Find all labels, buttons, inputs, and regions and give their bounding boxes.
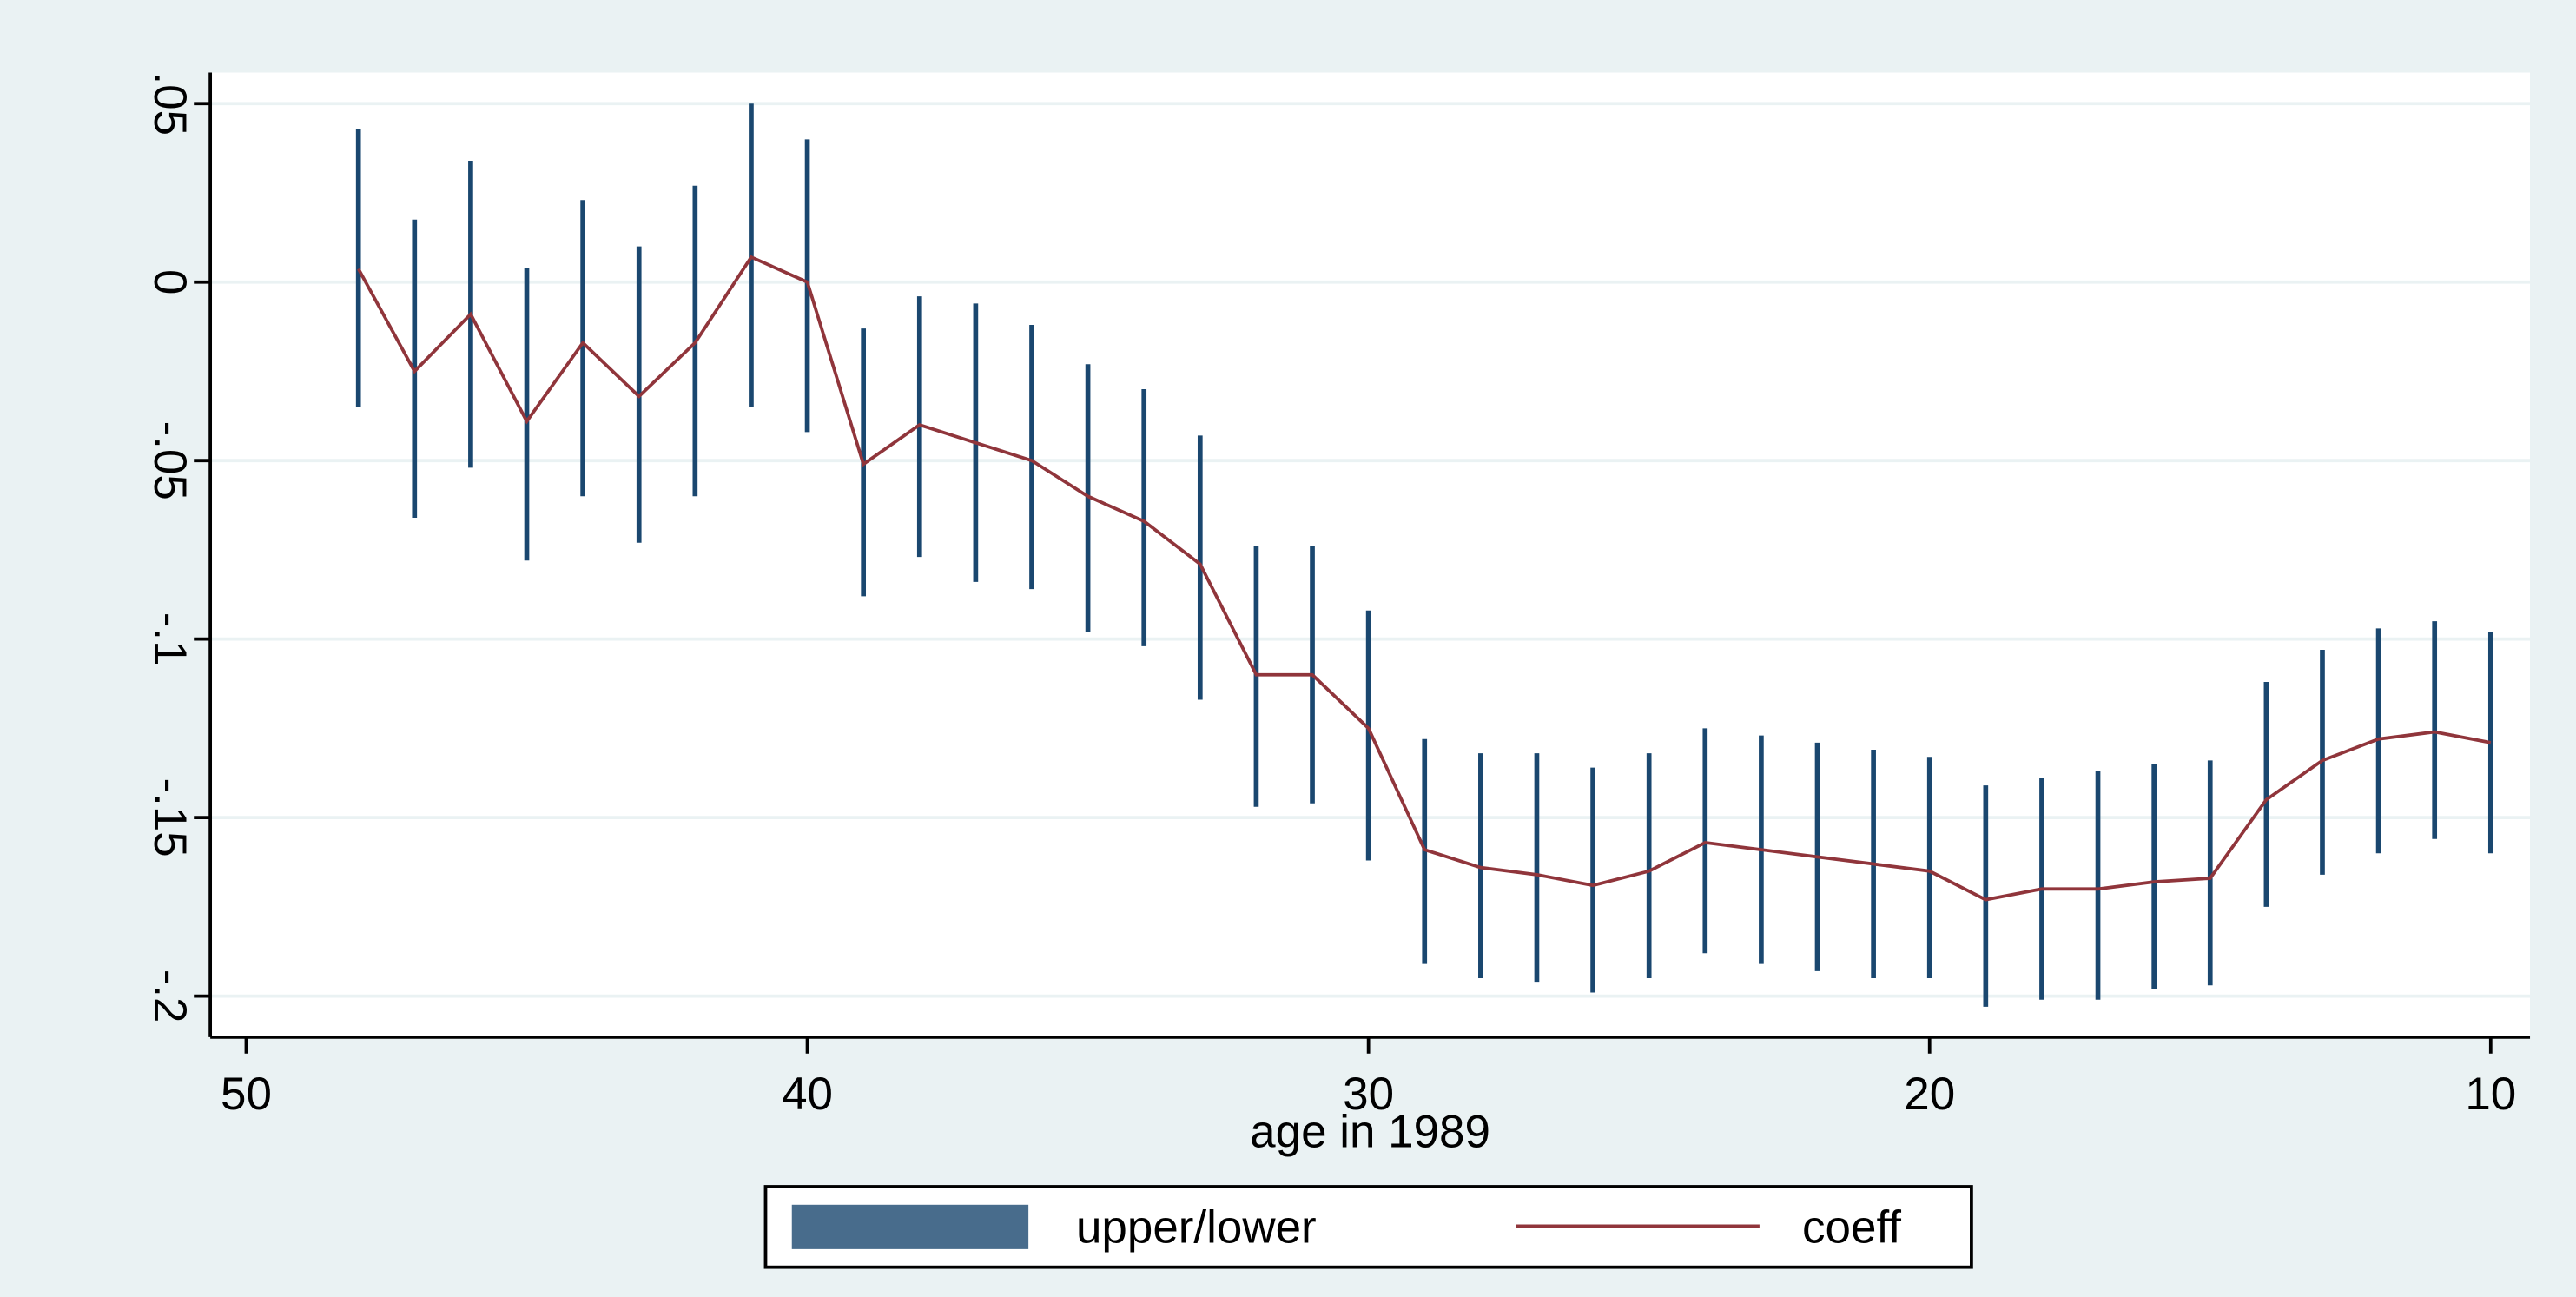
x-tick-label: 20 (1904, 1069, 1955, 1120)
x-tick-label: 40 (782, 1069, 833, 1120)
y-tick-label: .05 (144, 71, 195, 136)
y-tick-label: -.05 (144, 421, 195, 500)
x-tick-label: 10 (2465, 1069, 2516, 1120)
y-tick-label: -.2 (144, 969, 195, 1023)
legend-label: upper/lower (1076, 1201, 1317, 1253)
x-tick-label: 50 (221, 1069, 272, 1120)
x-tick-label: 30 (1343, 1069, 1394, 1120)
x-axis-title: age in 1989 (1250, 1107, 1490, 1158)
y-tick-label: 0 (144, 269, 195, 294)
coeff-line (357, 255, 2492, 902)
y-tick-label: -.15 (144, 778, 195, 857)
plot-area (210, 72, 2531, 1037)
legend-swatch (791, 1204, 1029, 1249)
y-tick-label: -.1 (144, 612, 195, 666)
legend-label: coeff (1802, 1201, 1901, 1253)
